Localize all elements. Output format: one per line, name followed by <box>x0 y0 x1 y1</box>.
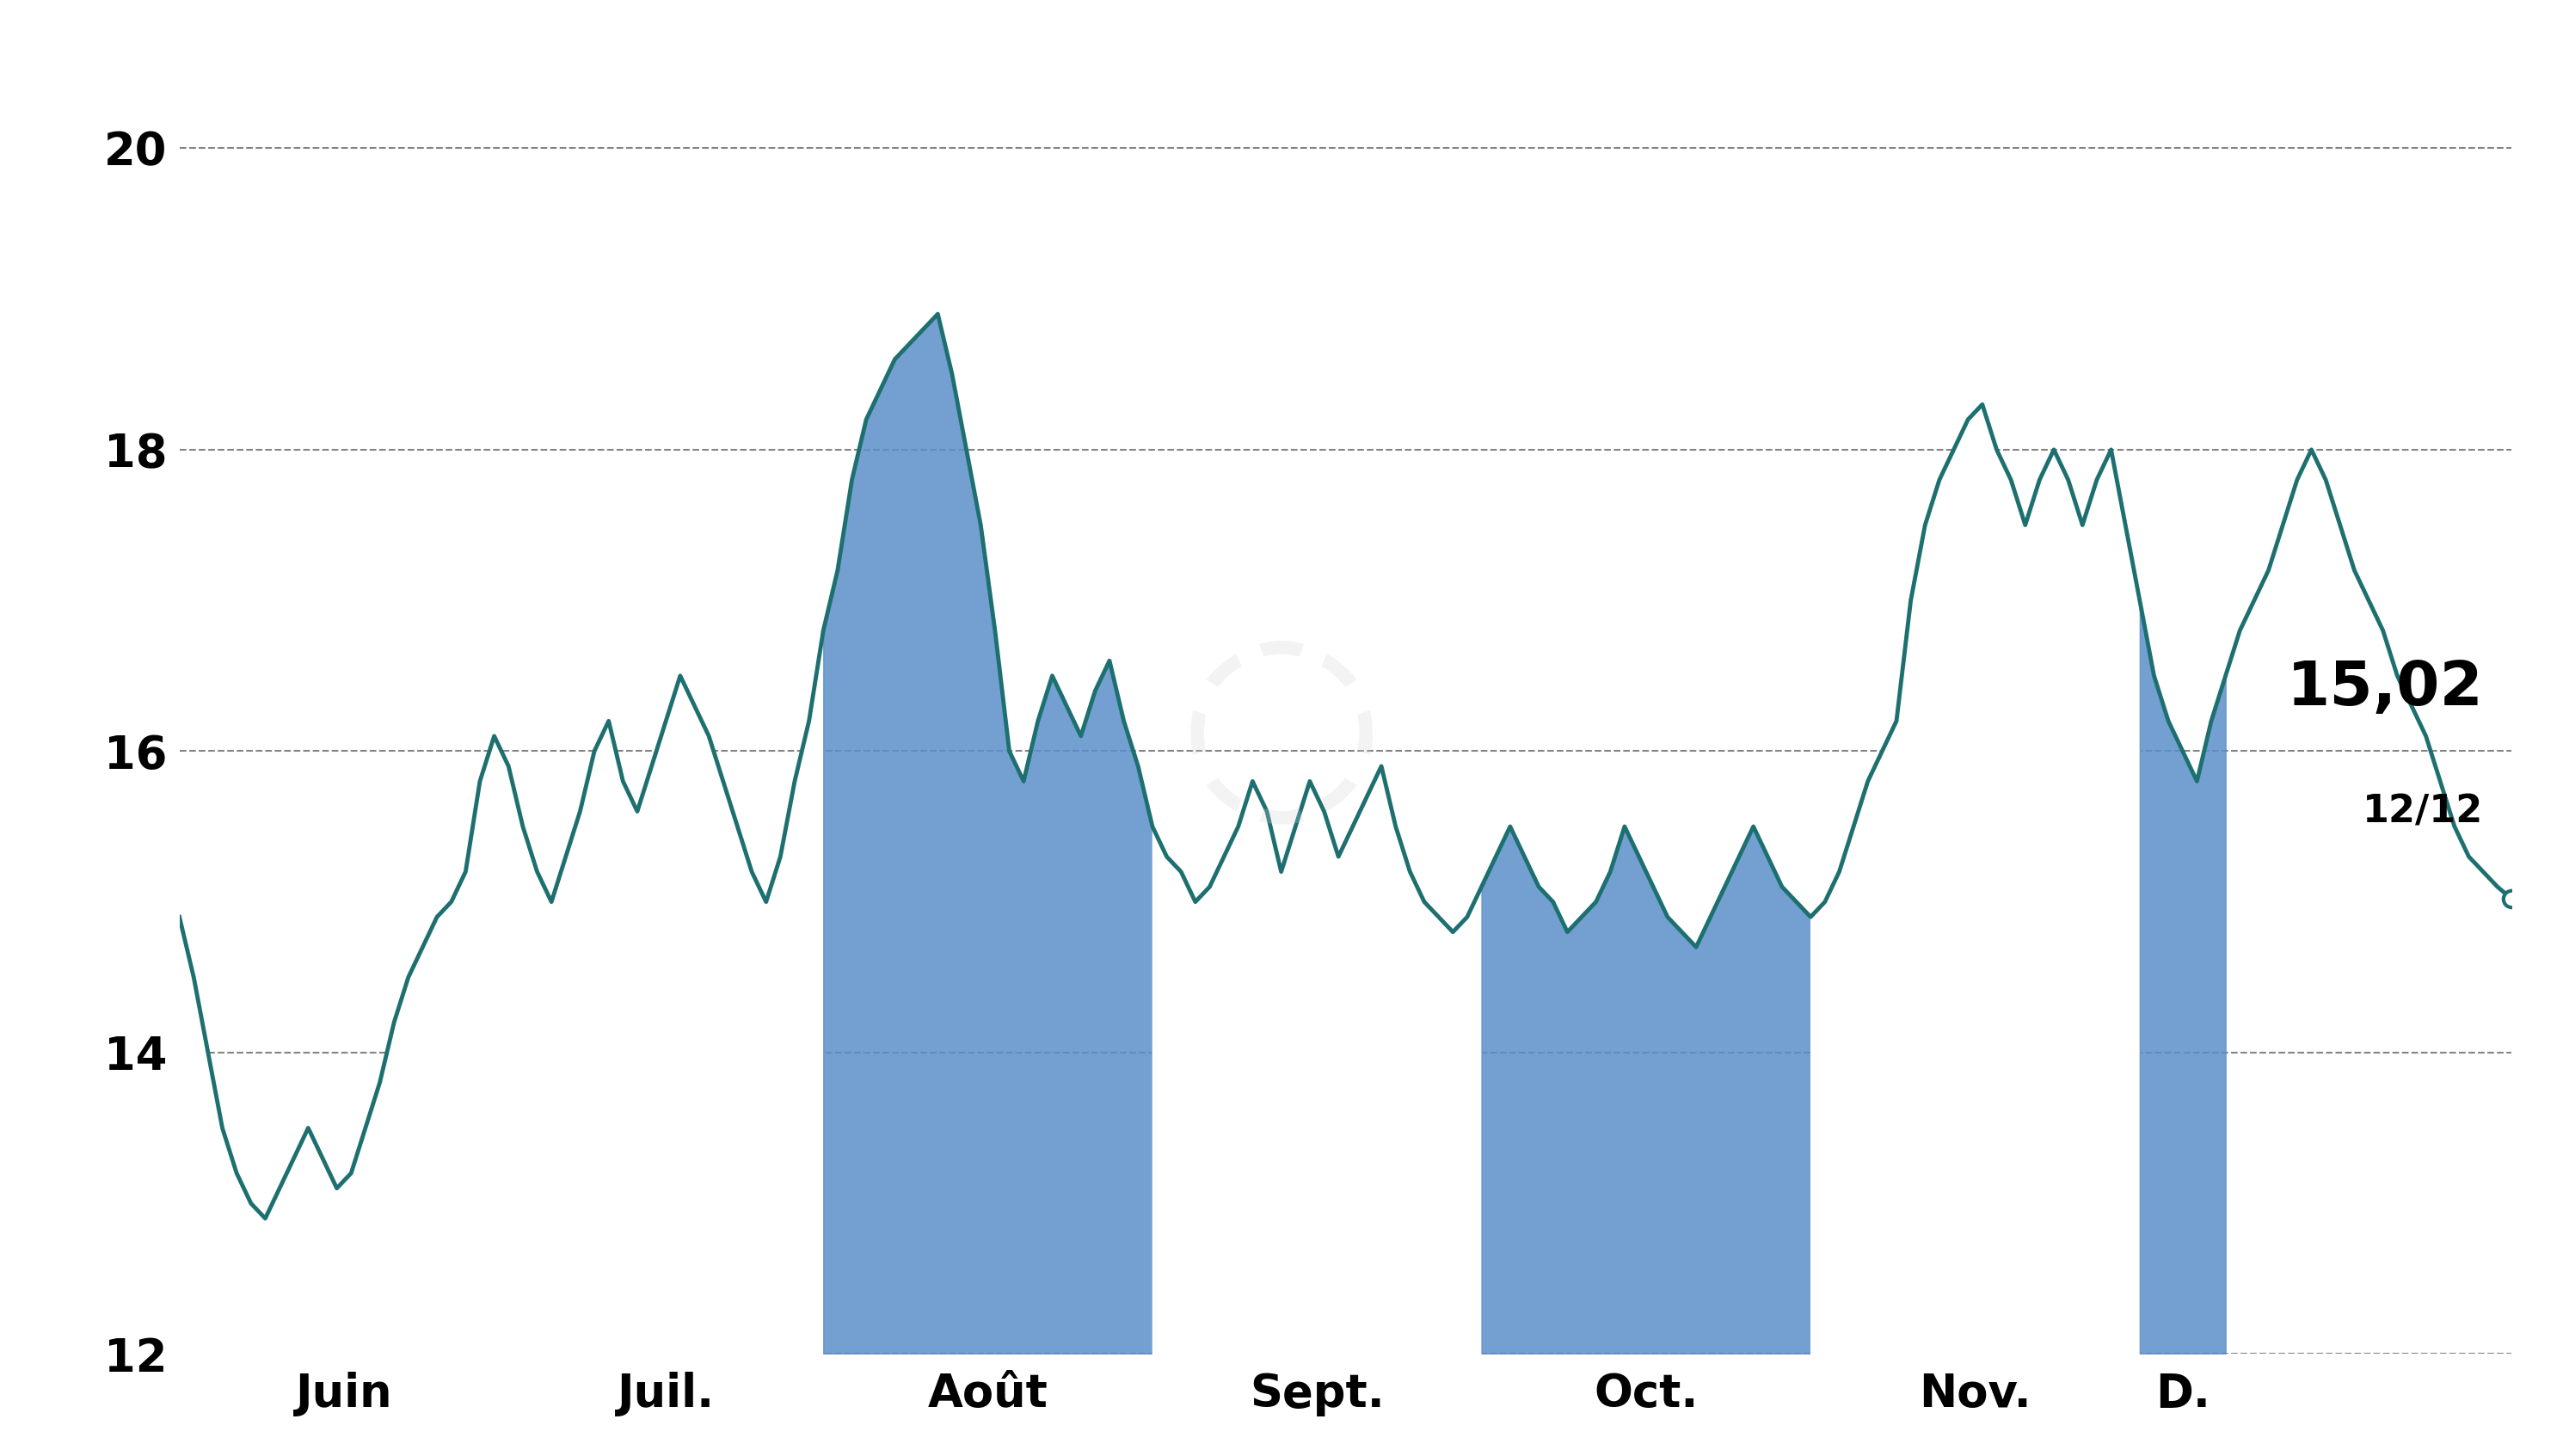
Text: ◌: ◌ <box>1176 612 1387 844</box>
Text: 12/12: 12/12 <box>2363 794 2484 830</box>
Text: MEDINCELL: MEDINCELL <box>1007 13 1556 96</box>
Text: 15,02: 15,02 <box>2286 658 2484 718</box>
